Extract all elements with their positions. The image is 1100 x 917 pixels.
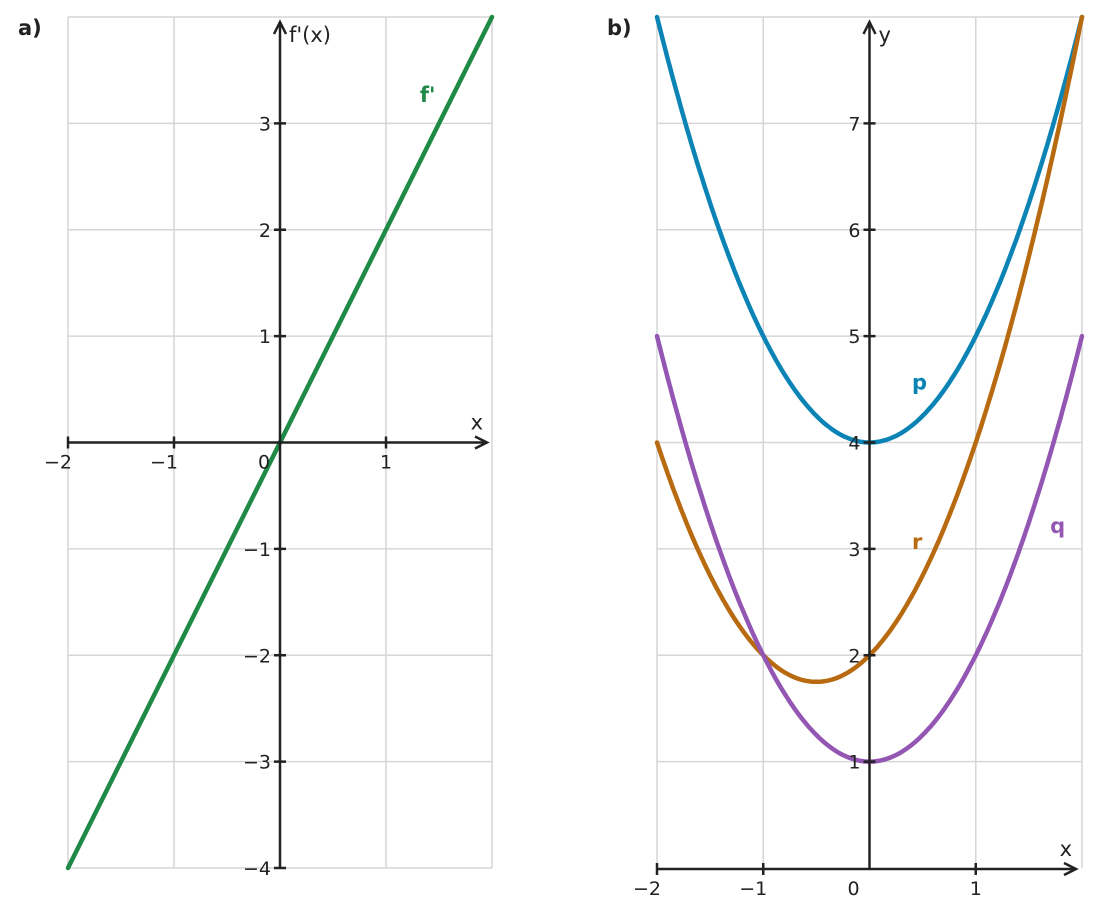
x-axis-arrow: [1063, 861, 1079, 877]
x-tick-label: −1: [739, 878, 767, 900]
y-tick-label: 3: [848, 539, 860, 561]
series-label: p: [912, 370, 927, 394]
x-axis-arrow: [474, 435, 490, 450]
chart-panel-b: b) p r q x y −2 −1 0 1 1 2 3 4 5 6 7: [607, 14, 1085, 900]
panel-label: b): [607, 16, 632, 40]
y-tick-label: 7: [848, 113, 860, 135]
x-tick-label: 1: [970, 878, 982, 900]
y-tick-label: 1: [848, 752, 860, 774]
series-label: r: [912, 530, 923, 554]
y-tick-label: −1: [243, 539, 271, 561]
x-axis-label: x: [1060, 837, 1072, 861]
y-tick-label: 3: [259, 113, 271, 135]
y-tick-label: 2: [259, 220, 271, 242]
y-tick-label: −3: [243, 752, 271, 774]
x-tick-label: 1: [380, 452, 392, 474]
y-axis-arrow: [272, 19, 288, 35]
y-tick-label: 6: [848, 220, 860, 242]
x-tick-label: −2: [44, 452, 72, 474]
series-label: f': [420, 83, 436, 107]
y-axis-label: y: [879, 23, 891, 47]
y-axis-arrow: [862, 19, 877, 35]
series-label: q: [1050, 514, 1065, 538]
x-tick-label: 0: [847, 878, 859, 900]
chart-panel-a: a) f' x f'(x) −2 −1 0 1 −4 −3 −2 −1 1 2 3: [18, 14, 495, 880]
y-tick-label: −4: [243, 858, 271, 880]
y-tick-label: 2: [848, 645, 860, 667]
x-tick-label: 0: [258, 452, 270, 474]
y-axis-label: f'(x): [289, 23, 331, 47]
panel-label: a): [18, 16, 42, 40]
y-tick-label: 5: [848, 326, 860, 348]
x-tick-label: −1: [150, 452, 178, 474]
x-axis-label: x: [471, 411, 483, 435]
y-tick-label: 1: [259, 326, 271, 348]
x-tick-label: −2: [633, 878, 661, 900]
y-tick-label: −2: [243, 645, 271, 667]
y-tick-label: 4: [848, 433, 860, 455]
